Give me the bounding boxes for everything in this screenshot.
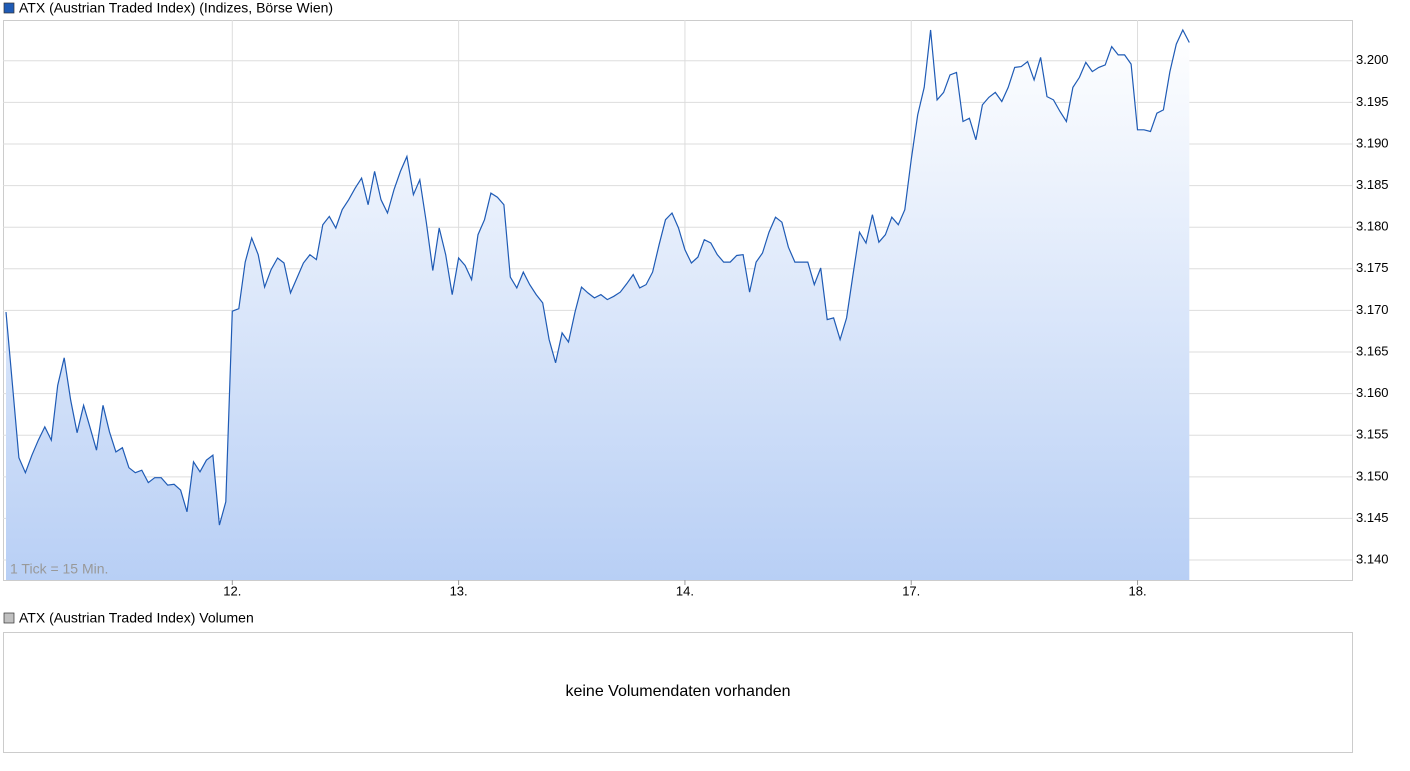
annotation: 1 Tick = 15 Min. [10,561,108,577]
y-tick-label: 3.195 [1356,94,1389,109]
legend-label: ATX (Austrian Traded Index) (Indizes, Bö… [19,0,333,16]
y-tick-label: 3.180 [1356,219,1389,234]
y-tick-label: 3.175 [1356,260,1389,275]
y-tick-label: 3.145 [1356,510,1389,525]
x-tick-label: 14. [676,583,694,598]
message: keine Volumendaten vorhanden [565,683,790,700]
y-tick-label: 3.160 [1356,385,1389,400]
y-tick-label: 3.170 [1356,302,1389,317]
x-tick-label: 12. [223,583,241,598]
y-tick-label: 3.140 [1356,551,1389,566]
y-tick-label: 3.185 [1356,177,1389,192]
y-tick-label: 3.190 [1356,135,1389,150]
y-tick-label: 3.200 [1356,52,1389,67]
x-tick-label: 13. [450,583,468,598]
legend-swatch [3,612,15,624]
volume-frame [3,632,1353,753]
area [6,30,1190,580]
x-tick-label: 18. [1129,583,1147,598]
x-tick-label: 17. [902,583,920,598]
legend-label: ATX (Austrian Traded Index) Volumen [19,610,254,626]
y-tick-label: 3.155 [1356,427,1389,442]
y-tick-label: 3.165 [1356,343,1389,358]
y-tick-label: 3.150 [1356,468,1389,483]
line [5,28,1190,526]
legend-swatch [3,2,15,14]
